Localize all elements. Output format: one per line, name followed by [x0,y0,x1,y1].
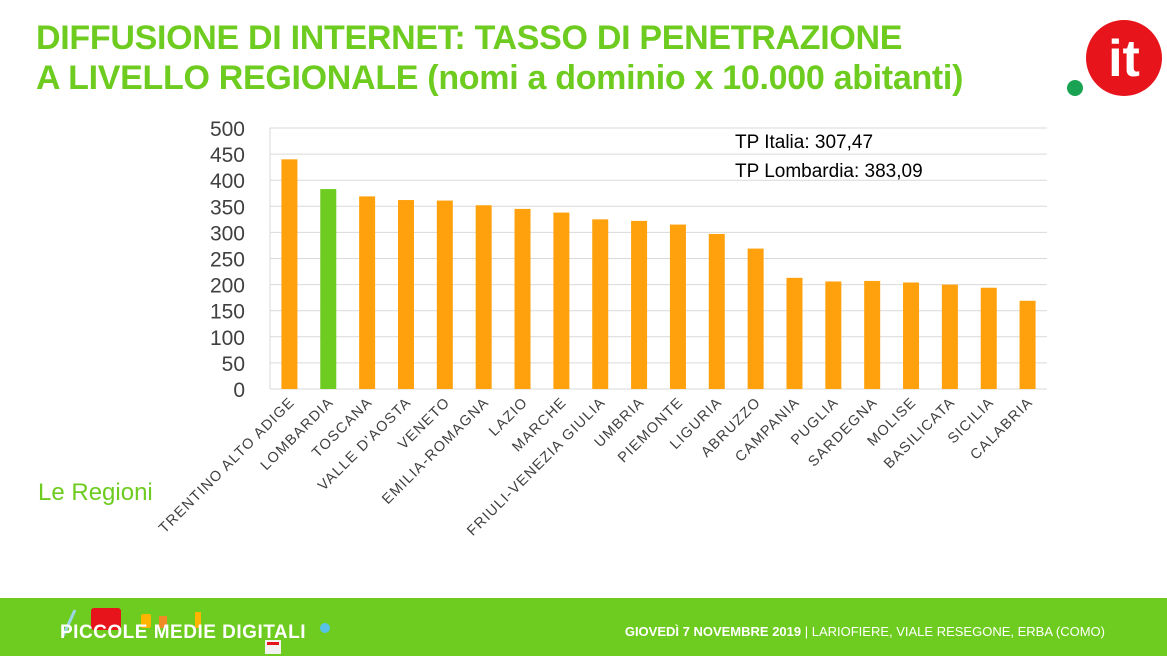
y-tick-label: 50 [222,353,245,376]
bar-marche [553,212,570,389]
bar-abruzzo [747,248,764,389]
y-tick-label: 100 [210,327,245,350]
bar-puglia [825,281,842,389]
chart-gridlines [269,127,1047,390]
section-label: Le Regioni [38,479,153,506]
footer-decoration-icon [61,608,330,654]
annotation-1: TP Italia: 307,47 [735,132,873,153]
y-tick-label: 200 [210,275,245,298]
x-axis-ticks: TRENTINO ALTO ADIGELOMBARDIATOSCANAVALLE… [156,395,1036,540]
bar-umbria [631,220,648,389]
bar-campania [786,277,803,389]
bar-valle-d-aosta [397,200,414,389]
footer-event-info: GIOVEDÌ 7 NOVEMBRE 2019 | LARIOFIERE, VI… [625,624,1105,639]
y-tick-label: 400 [210,170,245,193]
title-line-1: DIFFUSIONE DI INTERNET: TASSO DI PENETRA… [36,19,903,57]
y-tick-label: 0 [233,379,245,402]
y-tick-label: 300 [210,222,245,245]
bar-calabria [1019,300,1036,389]
bar-molise [903,282,920,389]
bar-chart: 0 50 100 150 200 250 300 350 400 450 500 TRENTINO … [156,118,1047,540]
it-logo-icon: it [1067,20,1162,96]
y-tick-label: 250 [210,249,245,272]
logo-text: it [1108,30,1140,88]
bar-liguria [708,233,725,389]
footer-bar: PICCOLE MEDIE DIGITALI GIOVEDÌ 7 NOVEMBR… [0,598,1167,656]
bar-toscana [359,196,376,389]
bar-sardegna [864,280,881,389]
annotation-2: TP Lombardia: 383,09 [735,161,923,182]
bar-piemonte [669,224,686,389]
footer-event-date: GIOVEDÌ 7 NOVEMBRE 2019 [624,624,802,639]
y-tick-label: 150 [210,301,245,324]
bar-friuli-venezia-giulia [592,219,609,389]
y-tick-label: 350 [210,196,245,219]
bar-basilicata [941,284,958,389]
chart-bars [281,159,1036,389]
footer-brand: PICCOLE MEDIE DIGITALI [60,622,307,643]
y-axis-ticks: 0 50 100 150 200 250 300 350 400 450 500 [210,118,245,402]
title-line-2: A LIVELLO REGIONALE (nomi a dominio x 10… [36,59,964,97]
y-tick-label: 500 [210,118,245,141]
bar-lombardia [320,189,337,389]
bar-lazio [514,208,531,389]
bar-emilia-romagna [475,205,492,389]
bar-veneto [436,200,453,389]
bar-sicilia [980,287,997,389]
footer-event-place: | LARIOFIERE, VIALE RESEGONE, ERBA (COMO… [801,624,1105,639]
page-title: DIFFUSIONE DI INTERNET: TASSO DI PENETRA… [36,18,963,98]
chart-annotations: TP Italia: 307,47 TP Lombardia: 383,09 [735,132,923,182]
y-tick-label: 450 [210,144,245,167]
bar-trentino-alto-adige [281,159,298,389]
